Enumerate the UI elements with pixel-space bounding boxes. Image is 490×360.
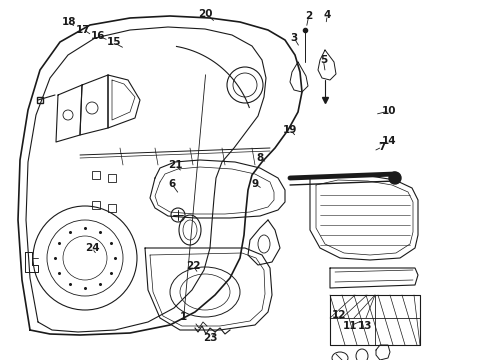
Text: 7: 7 [378,142,386,152]
Text: 1: 1 [180,312,187,322]
Bar [108,204,116,212]
Text: 16: 16 [91,31,105,41]
Bar [92,171,100,179]
Text: 21: 21 [168,160,183,170]
Text: 17: 17 [76,24,91,35]
Text: 9: 9 [251,179,258,189]
Text: 5: 5 [320,55,327,66]
Text: 11: 11 [343,321,358,331]
Text: 20: 20 [198,9,213,19]
Text: 8: 8 [256,153,263,163]
Text: 10: 10 [382,106,397,116]
Bar [108,174,116,182]
Text: 6: 6 [168,179,175,189]
Text: 19: 19 [283,125,297,135]
Text: 15: 15 [106,37,121,48]
Text: 23: 23 [203,333,218,343]
Text: 22: 22 [186,261,201,271]
Text: 3: 3 [291,33,297,43]
Text: 18: 18 [61,17,76,27]
Text: 12: 12 [332,310,346,320]
Text: 4: 4 [323,10,331,20]
Text: 14: 14 [382,136,397,146]
Bar [92,201,100,209]
Text: 24: 24 [85,243,99,253]
Circle shape [389,172,401,184]
Text: 13: 13 [358,321,372,331]
Text: 2: 2 [305,11,312,21]
